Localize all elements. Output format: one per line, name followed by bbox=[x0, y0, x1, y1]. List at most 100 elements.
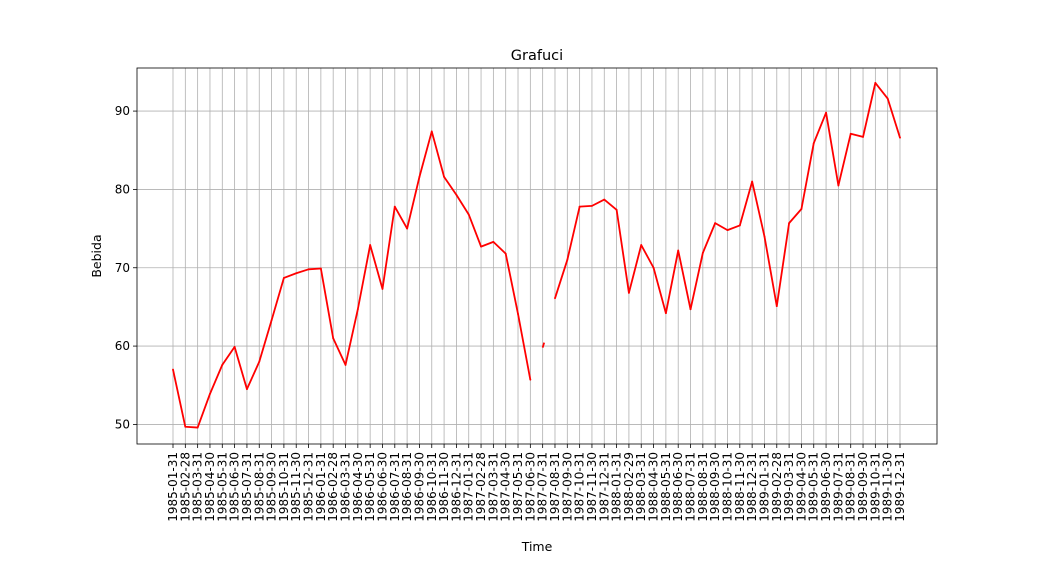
data-point bbox=[172, 368, 174, 371]
data-point bbox=[282, 277, 285, 279]
data-point bbox=[418, 175, 421, 178]
x-tick-label: 1986-11-30 bbox=[437, 452, 451, 522]
x-tick-label: 1985-01-31 bbox=[166, 452, 180, 522]
x-tick-label: 1989-03-31 bbox=[782, 452, 796, 522]
x-tick-label: 1989-07-31 bbox=[831, 452, 845, 522]
x-tick-label: 1986-07-31 bbox=[388, 452, 402, 522]
data-point bbox=[738, 224, 741, 227]
data-point bbox=[480, 245, 482, 248]
data-point bbox=[492, 241, 495, 243]
x-tick-label: 1988-09-30 bbox=[708, 452, 722, 522]
x-tick-label: 1987-01-31 bbox=[462, 452, 476, 522]
y-tick-label: 70 bbox=[115, 261, 130, 275]
data-point bbox=[270, 319, 273, 322]
series-layer bbox=[172, 81, 901, 429]
data-point bbox=[849, 132, 852, 135]
x-tick-label: 1985-11-30 bbox=[289, 452, 303, 522]
x-tick-label: 1985-02-28 bbox=[178, 452, 192, 522]
data-point bbox=[812, 142, 815, 145]
x-tick-label: 1986-12-31 bbox=[449, 452, 463, 522]
data-point bbox=[319, 267, 322, 270]
x-tick-label: 1986-06-30 bbox=[375, 452, 389, 522]
data-point bbox=[825, 111, 827, 114]
x-tick-label: 1985-09-30 bbox=[265, 452, 279, 522]
data-point bbox=[800, 208, 803, 210]
data-point bbox=[356, 308, 359, 311]
x-tick-label: 1989-04-30 bbox=[794, 452, 808, 522]
data-point bbox=[554, 297, 556, 300]
data-point bbox=[874, 81, 877, 84]
data-point bbox=[726, 229, 729, 232]
x-tick-label: 1988-11-30 bbox=[733, 452, 747, 522]
data-point bbox=[763, 235, 766, 238]
x-tick-label: 1987-11-30 bbox=[585, 452, 599, 522]
data-point bbox=[406, 227, 409, 230]
x-tick-label: 1988-08-31 bbox=[696, 452, 710, 522]
data-point bbox=[788, 222, 791, 225]
x-tick-label: 1988-07-31 bbox=[684, 452, 698, 522]
x-tick-label: 1987-08-31 bbox=[548, 452, 562, 522]
data-point bbox=[196, 426, 199, 429]
data-point bbox=[332, 337, 335, 340]
x-tick-label: 1987-02-28 bbox=[474, 452, 488, 522]
x-tick-label: 1988-04-30 bbox=[647, 452, 661, 522]
data-point bbox=[295, 272, 298, 275]
x-tick-label: 1987-07-31 bbox=[536, 452, 550, 522]
x-tick-label: 1988-10-31 bbox=[720, 452, 734, 522]
data-point bbox=[209, 392, 211, 395]
data-point bbox=[578, 205, 581, 208]
y-tick-label: 90 bbox=[115, 104, 130, 118]
x-tick-label: 1988-01-31 bbox=[610, 452, 624, 522]
series-line bbox=[172, 130, 532, 429]
x-tick-label: 1989-12-31 bbox=[893, 452, 907, 522]
isolated-data-point bbox=[541, 342, 546, 348]
data-point bbox=[529, 378, 532, 381]
data-point bbox=[628, 291, 630, 294]
x-tick-label: 1985-05-31 bbox=[215, 452, 229, 522]
data-point bbox=[246, 388, 248, 391]
x-tick-label: 1986-05-31 bbox=[363, 452, 377, 522]
data-point bbox=[701, 251, 704, 254]
data-point bbox=[566, 259, 569, 261]
x-tick-label: 1987-12-31 bbox=[597, 452, 611, 522]
x-tick-label: 1985-10-31 bbox=[277, 452, 291, 522]
plot-area-frame bbox=[136, 67, 938, 445]
data-point bbox=[504, 252, 507, 255]
x-tick-label: 1987-10-31 bbox=[573, 452, 587, 522]
data-point bbox=[775, 305, 778, 308]
x-tick-label: 1987-05-31 bbox=[511, 452, 525, 522]
x-tick-label: 1986-03-31 bbox=[339, 452, 353, 522]
data-point bbox=[344, 363, 347, 366]
x-tick-label: 1985-04-30 bbox=[203, 452, 217, 522]
gridlines bbox=[137, 68, 937, 444]
data-point bbox=[899, 136, 901, 139]
y-tick-label: 50 bbox=[115, 417, 130, 431]
x-tick-label: 1985-06-30 bbox=[228, 452, 242, 522]
data-point bbox=[233, 345, 236, 348]
data-point bbox=[837, 184, 840, 187]
chart-title: Grafuci bbox=[511, 48, 563, 64]
data-point bbox=[640, 244, 643, 246]
x-tick-label: 1985-07-31 bbox=[240, 452, 254, 522]
x-tick-label: 1989-05-31 bbox=[807, 452, 821, 522]
data-point bbox=[751, 180, 754, 183]
data-point bbox=[517, 313, 519, 315]
y-tick-label: 80 bbox=[115, 182, 130, 196]
data-point bbox=[393, 205, 396, 208]
x-tick-label: 1988-02-29 bbox=[622, 452, 636, 522]
data-point bbox=[652, 266, 655, 269]
data-point bbox=[443, 175, 445, 178]
data-point bbox=[714, 222, 717, 225]
data-point bbox=[369, 244, 372, 246]
data-point bbox=[862, 136, 864, 138]
x-tick-label: 1988-03-31 bbox=[634, 452, 648, 522]
data-point bbox=[664, 312, 667, 315]
x-axis-label: Time bbox=[521, 539, 553, 554]
data-point bbox=[258, 360, 261, 363]
x-tick-label: 1988-05-31 bbox=[659, 452, 673, 522]
data-point bbox=[381, 288, 384, 290]
x-tick-label: 1986-04-30 bbox=[351, 452, 365, 522]
x-tick-label: 1989-08-31 bbox=[844, 452, 858, 522]
